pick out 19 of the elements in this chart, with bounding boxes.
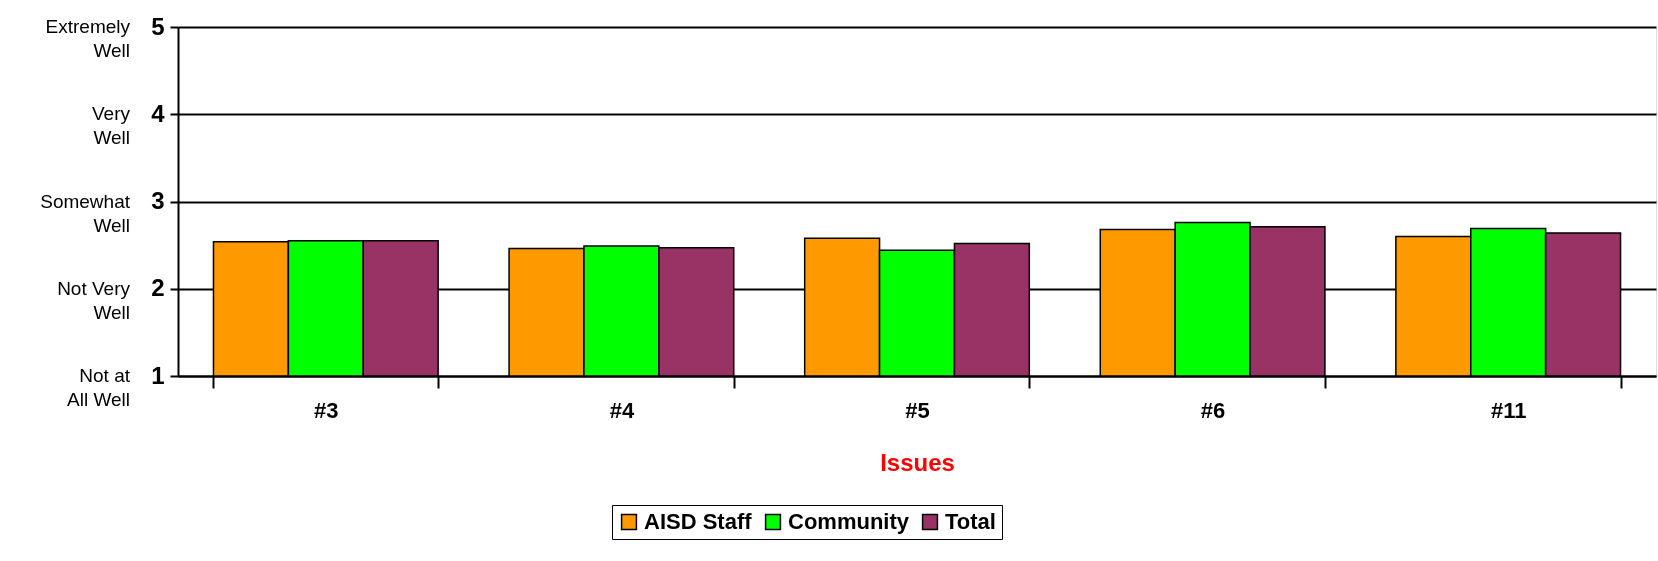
text: Somewhat Well <box>40 190 131 236</box>
x-tick-label: #4 <box>609 397 635 423</box>
x-tick-label: #5 <box>905 397 930 423</box>
legend-label: Community <box>788 509 910 534</box>
legend-label: Total <box>945 509 996 534</box>
text: Very Well <box>91 103 131 149</box>
x-tick-label: #3 <box>314 397 339 423</box>
text: Extremely Well <box>45 16 131 61</box>
x-axis-title: Issues <box>880 448 955 476</box>
y-tick-label: 4 <box>151 99 166 127</box>
legend-label: AISD Staff <box>644 509 753 534</box>
x-tick-label: #6 <box>1200 397 1226 423</box>
y-tick-label: 1 <box>151 361 165 389</box>
y-tick-label: 5 <box>151 12 165 40</box>
y-tick-label: 3 <box>151 187 165 214</box>
text: Not at All Well <box>67 365 131 410</box>
x-tick-label: #11 <box>1490 397 1527 423</box>
text: Not Very Well <box>57 277 131 323</box>
y-tick-label: 2 <box>151 274 165 302</box>
